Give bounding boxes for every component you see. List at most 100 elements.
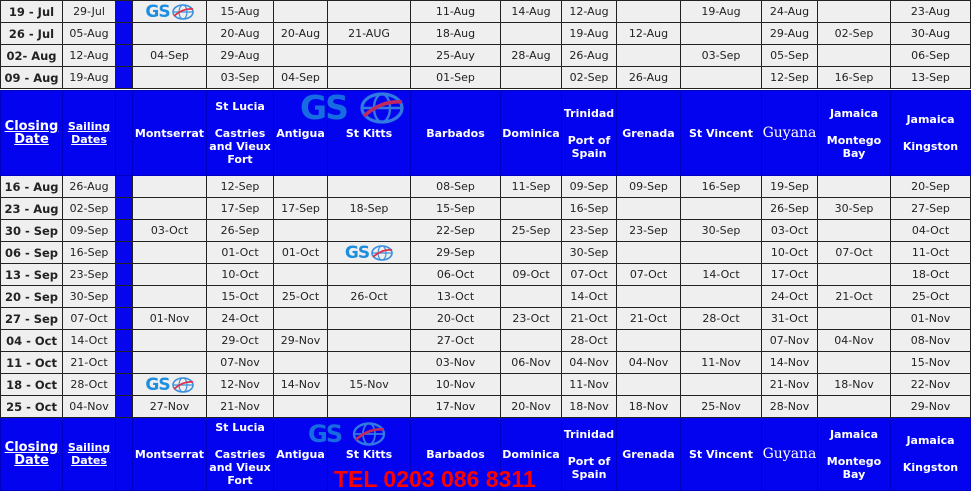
arrival-date-cell: 23-Aug <box>890 0 971 23</box>
port-sub-name: Port of Spain <box>567 133 611 160</box>
sailing-date-cell: 30-Sep <box>62 285 116 308</box>
header-sailing-dates[interactable]: Sailing Dates <box>62 90 116 176</box>
sailing-dates-link[interactable]: Sailing Dates <box>67 120 111 146</box>
arrival-date-cell: 27-Sep <box>890 197 971 220</box>
arrival-date-cell: 02-Sep <box>561 66 617 89</box>
arrival-date-cell: 11-Aug <box>410 0 501 23</box>
blue-spacer <box>115 263 133 286</box>
arrival-date-cell <box>500 197 562 220</box>
arrival-date-cell: 21-Oct <box>561 307 617 330</box>
blue-spacer <box>115 395 133 418</box>
header-port: Antigua <box>273 417 328 491</box>
blue-spacer <box>115 417 133 491</box>
arrival-date-cell: 20-Aug <box>273 22 328 45</box>
arrival-date-cell: 07-Oct <box>561 263 617 286</box>
header-port: Barbados <box>410 90 501 176</box>
blue-spacer <box>115 197 133 220</box>
arrival-date-cell <box>327 351 411 374</box>
arrival-date-cell: 07-Oct <box>616 263 681 286</box>
arrival-date-cell: 25-Auy <box>410 44 501 67</box>
arrival-date-cell <box>680 22 762 45</box>
globe-icon <box>371 244 393 261</box>
port-name: Dominica <box>502 126 560 140</box>
arrival-date-cell: 17-Sep <box>273 197 328 220</box>
arrival-date-cell: 12-Sep <box>206 175 274 198</box>
closing-date-link[interactable]: Closing Date <box>4 440 59 468</box>
blue-spacer <box>115 22 133 45</box>
arrival-date-cell: 01-Nov <box>132 307 207 330</box>
port-name: St Vincent <box>688 447 753 461</box>
arrival-date-cell: 29-Aug <box>206 44 274 67</box>
table-row: 20 - Sep 30-Sep 15-Oct 25-Oct 26-Oct 13-Oct 14… <box>0 285 971 308</box>
arrival-date-cell: 14-Oct <box>680 263 762 286</box>
header-closing-date[interactable]: Closing Date <box>0 90 63 176</box>
header-closing-date[interactable]: Closing Date <box>0 417 63 491</box>
arrival-date-cell: 21-Oct <box>817 285 891 308</box>
blue-spacer <box>115 307 133 330</box>
globe-icon <box>171 376 194 393</box>
blue-spacer <box>115 44 133 67</box>
sailing-date-cell: 09-Sep <box>62 219 116 242</box>
arrival-date-cell: 18-Nov <box>561 395 617 418</box>
arrival-date-cell <box>132 22 207 45</box>
arrival-date-cell: 12-Sep <box>761 66 818 89</box>
arrival-date-cell: 10-Oct <box>761 241 818 264</box>
arrival-date-cell: 19-Aug <box>680 0 762 23</box>
sailing-date-cell: 02-Sep <box>62 197 116 220</box>
arrival-date-cell <box>817 0 891 23</box>
port-name: Grenada <box>622 447 675 461</box>
arrival-date-cell: 07-Nov <box>206 351 274 374</box>
port-name: Barbados <box>426 126 485 140</box>
arrival-date-cell <box>273 219 328 242</box>
arrival-date-cell: 19-Aug <box>561 22 617 45</box>
gs-logo: GS <box>145 2 194 22</box>
header-port: Dominica <box>500 417 562 491</box>
header-port: St Lucia Castries and Vieux Fort <box>206 417 274 491</box>
sailing-date-cell: 12-Aug <box>62 44 116 67</box>
arrival-date-cell: 06-Oct <box>410 263 501 286</box>
sailing-date-cell: 05-Aug <box>62 22 116 45</box>
port-name: Jamaica <box>829 427 879 441</box>
arrival-date-cell: 29-Nov <box>273 329 328 352</box>
arrival-date-cell: 30-Sep <box>561 241 617 264</box>
arrival-date-cell: 28-Oct <box>680 307 762 330</box>
arrival-date-cell: 12-Aug <box>561 0 617 23</box>
arrival-date-cell: 14-Nov <box>273 373 328 396</box>
port-name: Guyana <box>762 124 817 141</box>
arrival-date-cell: 18-Nov <box>616 395 681 418</box>
header-port: Barbados <box>410 417 501 491</box>
arrival-date-cell: 04-Sep <box>273 66 328 89</box>
arrival-date-cell <box>817 351 891 374</box>
sailing-dates-link[interactable]: Sailing Dates <box>67 441 111 467</box>
arrival-date-cell: 18-Sep <box>327 197 411 220</box>
arrival-date-cell <box>680 285 762 308</box>
arrival-date-cell: 12-Aug <box>616 22 681 45</box>
arrival-date-cell: 06-Nov <box>500 351 562 374</box>
arrival-date-cell <box>132 175 207 198</box>
header-port: Antigua <box>273 90 328 176</box>
arrival-date-cell: 21-Nov <box>206 395 274 418</box>
closing-date-link[interactable]: Closing Date <box>4 119 59 147</box>
arrival-date-cell <box>616 373 681 396</box>
port-sub-name: Montego Bay <box>826 454 882 481</box>
port-name: Trinidad <box>563 427 615 441</box>
arrival-date-cell: 04-Nov <box>817 329 891 352</box>
arrival-date-cell: 04-Oct <box>890 219 971 242</box>
header-sailing-dates[interactable]: Sailing Dates <box>62 417 116 491</box>
sailing-date-cell: 26-Aug <box>62 175 116 198</box>
arrival-date-cell <box>132 197 207 220</box>
arrival-date-cell: 29-Aug <box>761 22 818 45</box>
table-row: 09 - Aug 19-Aug 03-Sep 04-Sep 01-Sep 02-Sep 26… <box>0 66 971 89</box>
closing-date-cell: 25 - Oct <box>0 395 63 418</box>
table-row: 30 - Sep 09-Sep 03-Oct 26-Sep 22-Sep 25-Sep 23… <box>0 219 971 242</box>
port-name: St Vincent <box>688 126 753 140</box>
header-port: Grenada <box>616 417 681 491</box>
port-name: Guyana <box>762 445 817 462</box>
arrival-date-cell: 13-Oct <box>410 285 501 308</box>
arrival-date-cell: 16-Sep <box>561 197 617 220</box>
sailing-date-cell: 23-Sep <box>62 263 116 286</box>
arrival-date-cell: 26-Aug <box>616 66 681 89</box>
port-name: St Lucia <box>215 421 265 434</box>
blue-spacer <box>115 373 133 396</box>
arrival-date-cell <box>616 285 681 308</box>
